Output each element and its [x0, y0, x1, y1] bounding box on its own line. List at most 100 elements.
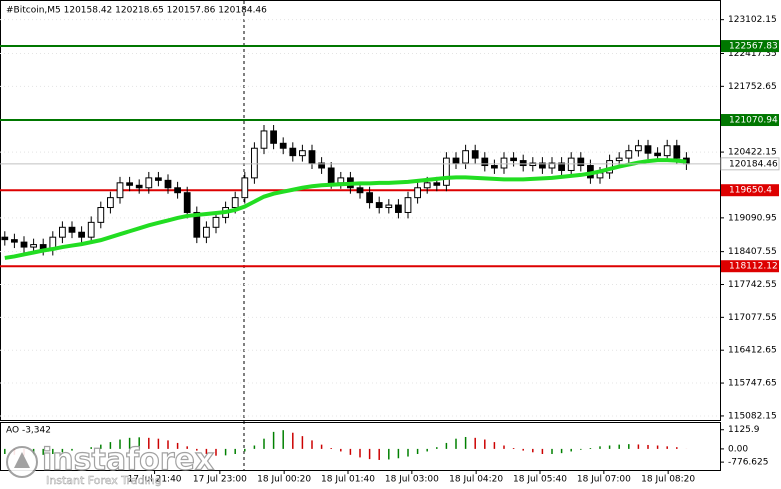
x-tick-label: 17 Jul 23:00 [193, 475, 247, 485]
candle-body [337, 177, 345, 184]
x-tick-label: 18 Jul 08:20 [641, 475, 695, 485]
level-label: 119650.4 [729, 186, 772, 196]
candle-body [164, 179, 172, 189]
candle-body [318, 162, 325, 169]
candle-body [59, 226, 66, 238]
indicator-panel [0, 422, 721, 471]
indicator-tick-label: 1125.9 [728, 425, 760, 435]
candle-body [491, 165, 498, 169]
level-label-box [721, 260, 779, 273]
candle-body [481, 157, 489, 167]
y-tick-label: 122417.35 [728, 49, 777, 59]
level-label-box [721, 114, 779, 127]
candle-body [174, 187, 181, 194]
candle-body [663, 145, 671, 157]
candle-body [635, 145, 642, 152]
candle-body [375, 202, 383, 209]
y-tick-label: 117077.55 [728, 313, 777, 323]
candle-body [270, 130, 277, 144]
indicator-tick-label: 0.00 [728, 444, 748, 454]
candle-body [462, 150, 469, 164]
candle-body [673, 145, 681, 159]
candle-body [87, 221, 95, 238]
y-tick-label: 121752.65 [728, 82, 777, 92]
candle-body [654, 152, 661, 157]
candle-body [126, 182, 133, 186]
candle-body [615, 157, 623, 162]
candle-body [625, 150, 633, 159]
candle-body [279, 142, 287, 149]
candle-body [299, 150, 306, 157]
candle-body [366, 192, 373, 204]
candle-body [68, 226, 76, 233]
candle-body [452, 157, 460, 164]
candle-body [135, 184, 143, 189]
candle-body [155, 177, 162, 181]
candle-body [385, 204, 393, 209]
candle-body [107, 197, 114, 209]
candle-body [241, 177, 249, 199]
candle-body [433, 182, 441, 186]
candle-body [404, 197, 412, 213]
level-label: 121070.94 [729, 116, 778, 126]
candle-body [289, 147, 297, 157]
y-tick-label: 120422.15 [728, 148, 777, 158]
level-label: 122567.83 [729, 42, 778, 52]
candle-body [471, 150, 479, 159]
candle-body [11, 239, 18, 243]
candle-body [548, 162, 556, 169]
watermark: instaforex Instant Forex Trading [6, 442, 215, 487]
indicator-tick-label: -776.625 [728, 458, 768, 468]
x-tick-label: 18 Jul 03:00 [385, 475, 439, 485]
moving-average [4, 158, 687, 260]
candle-body [30, 244, 37, 248]
indicator-label: AO -3,342 [6, 426, 51, 436]
candle-body [423, 182, 431, 189]
x-tick-label: 18 Jul 04:20 [449, 475, 503, 485]
current-price-box [720, 157, 780, 171]
watermark-brand: instaforex [42, 443, 214, 478]
y-tick-label: 115747.65 [728, 379, 777, 389]
candle-body [308, 150, 316, 164]
candle-body [356, 187, 364, 194]
candle-body [327, 167, 335, 184]
level-label-box [721, 40, 779, 53]
candle-body [510, 157, 517, 162]
watermark-tagline: Instant Forex Trading [46, 474, 162, 487]
candle-body [116, 182, 124, 199]
candle-body [500, 157, 508, 169]
watermark-logo-mark [14, 452, 30, 468]
candle-body [193, 211, 201, 238]
candle-body [251, 147, 258, 179]
candle-body [212, 216, 220, 228]
x-tick-label: 18 Jul 00:20 [257, 475, 311, 485]
candle-body [539, 162, 546, 169]
candle-body [644, 145, 652, 154]
x-tick-label: 17 Jul 21:40 [128, 475, 182, 485]
candle-body [20, 241, 28, 248]
candle-body [443, 157, 450, 186]
chart-title: #Bitcoin,M5 120158.42 120218.65 120157.8… [6, 6, 267, 16]
candle-body [558, 162, 565, 171]
x-tick-label: 18 Jul 01:40 [321, 475, 375, 485]
main-panel [0, 0, 721, 421]
candle-body [1, 236, 9, 241]
level-label-box [721, 184, 779, 197]
candle-body [145, 177, 153, 189]
y-tick-label: 117742.55 [728, 280, 777, 290]
y-tick-label: 115082.15 [728, 411, 777, 421]
candle-body [414, 187, 421, 199]
candle-body [260, 130, 268, 149]
candle-body [97, 207, 105, 223]
candle-body [203, 226, 210, 238]
marks: 123102.15 122417.35 121752.65 120422.15 1190… [0, 15, 780, 485]
y-tick-label: 119090.95 [728, 213, 777, 223]
x-tick-label: 18 Jul 05:40 [513, 475, 567, 485]
candle-body [183, 192, 191, 213]
candle-body [78, 231, 85, 238]
candle-body [395, 204, 402, 213]
candle-body [577, 157, 585, 167]
level-label: 118112.12 [729, 262, 778, 272]
